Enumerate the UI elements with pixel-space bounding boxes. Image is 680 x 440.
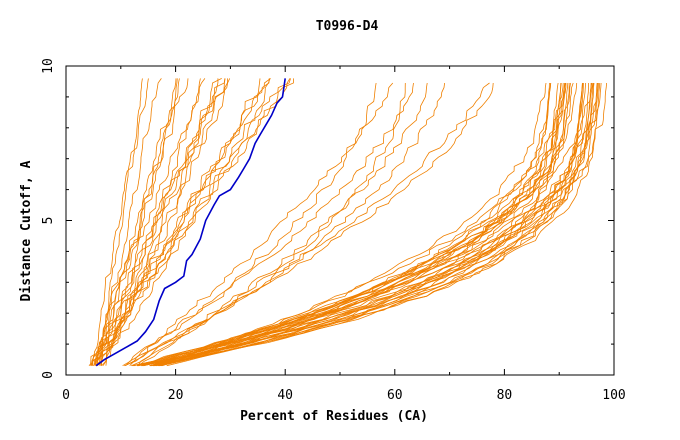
axes-layer: 0 20 40 60 80 100 0 5 10 bbox=[41, 58, 626, 403]
model-curve bbox=[124, 82, 406, 367]
model-curve bbox=[138, 82, 445, 367]
x-tick-label: 20 bbox=[168, 388, 184, 403]
model-curve bbox=[152, 82, 569, 367]
y-axis-label: Distance Cutoff, A bbox=[19, 160, 34, 301]
model-curve bbox=[90, 78, 270, 366]
model-curve bbox=[133, 82, 574, 367]
model-curve bbox=[96, 78, 294, 366]
x-tick-label: 0 bbox=[62, 388, 70, 403]
model-curve bbox=[153, 83, 589, 367]
model-curve bbox=[105, 78, 226, 366]
chart-title: T0996-D4 bbox=[316, 19, 379, 34]
model-curve bbox=[102, 78, 228, 366]
model-curve bbox=[94, 78, 291, 366]
x-axis-label: Percent of Residues (CA) bbox=[240, 409, 428, 424]
model-curve bbox=[137, 82, 594, 367]
model-curve bbox=[150, 82, 571, 367]
model-curve bbox=[159, 82, 592, 367]
x-tick-label: 100 bbox=[602, 388, 625, 403]
model-curve bbox=[92, 78, 201, 366]
model-curve bbox=[95, 78, 180, 366]
model-curve bbox=[154, 82, 570, 367]
model-curve bbox=[91, 78, 143, 366]
model-curve bbox=[154, 82, 547, 367]
model-curve bbox=[90, 78, 189, 366]
y-tick-label: 10 bbox=[41, 58, 56, 74]
x-tick-label: 40 bbox=[277, 388, 293, 403]
series-layer bbox=[88, 78, 607, 367]
model-curve bbox=[101, 78, 178, 366]
model-curve bbox=[136, 82, 602, 367]
y-tick-label: 5 bbox=[41, 217, 56, 225]
model-curve bbox=[157, 82, 601, 367]
model-curve bbox=[141, 82, 550, 367]
model-curve bbox=[96, 78, 231, 366]
model-curve bbox=[125, 82, 414, 366]
model-curve bbox=[95, 78, 177, 366]
highlighted-model-curve bbox=[95, 78, 286, 367]
model-curve bbox=[141, 82, 598, 367]
x-tick-label: 80 bbox=[497, 388, 513, 403]
model-curve bbox=[101, 78, 271, 366]
model-curve bbox=[122, 82, 377, 367]
model-curve bbox=[161, 82, 584, 367]
model-curve bbox=[162, 82, 567, 367]
model-curve bbox=[129, 82, 394, 366]
model-curve bbox=[97, 78, 162, 366]
model-curve bbox=[150, 82, 607, 367]
model-curve bbox=[149, 82, 567, 367]
model-curve bbox=[155, 82, 599, 367]
x-tick-label: 60 bbox=[387, 388, 403, 403]
model-curve bbox=[141, 82, 552, 367]
model-curve bbox=[153, 82, 565, 367]
y-tick-label: 0 bbox=[41, 371, 56, 379]
model-curve bbox=[101, 78, 271, 366]
model-curve bbox=[158, 82, 598, 367]
model-curve bbox=[93, 78, 149, 366]
